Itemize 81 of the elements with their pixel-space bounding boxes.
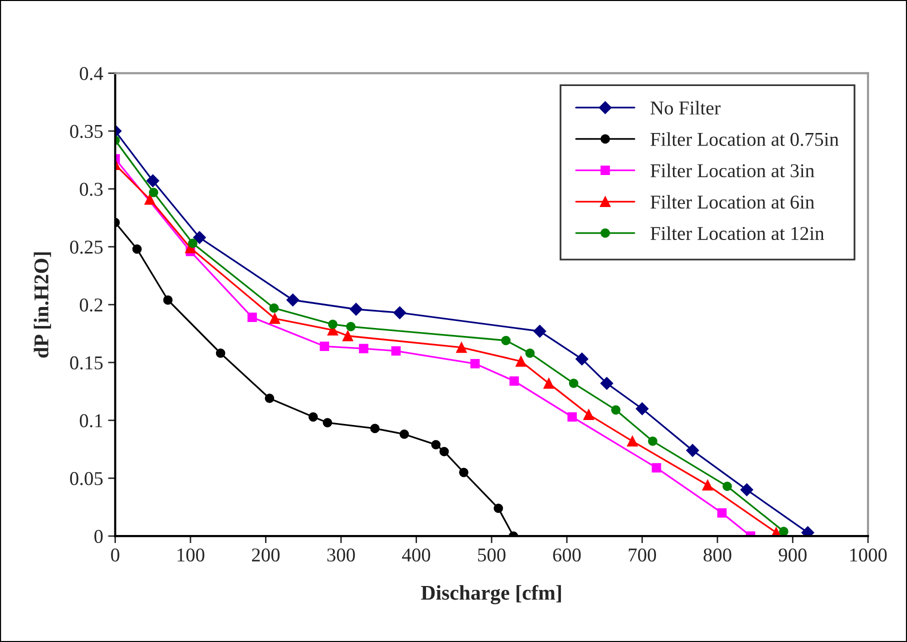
x-tick-label: 0 (111, 548, 120, 562)
point (722, 482, 732, 491)
point (652, 463, 662, 472)
x-tick-label: 800 (704, 548, 732, 562)
y-tick-label: 0.4 (80, 67, 104, 80)
x-tick-label: 900 (778, 548, 807, 562)
point (391, 346, 401, 356)
point (146, 174, 160, 188)
y-axis-title: dP [in.H2O] (34, 252, 52, 358)
point (431, 440, 441, 450)
point (779, 526, 788, 536)
point (286, 294, 300, 306)
point (248, 312, 257, 322)
point (801, 526, 814, 536)
x-tick-label: 200 (252, 548, 280, 562)
point (400, 430, 409, 439)
y-tick-label: 0.15 (70, 356, 103, 370)
point (567, 412, 577, 422)
point (543, 378, 554, 389)
point (269, 313, 280, 324)
legend-label: Filter Location at 6in (650, 194, 814, 209)
legend-label: Filter Location at 3in (650, 164, 814, 178)
x-tick-label: 400 (402, 548, 430, 562)
point (439, 446, 449, 456)
point (717, 508, 727, 518)
legend-label: Filter Location at 0.75in (650, 132, 839, 146)
point (568, 378, 578, 388)
x-tick-label: 300 (327, 548, 355, 562)
point (600, 376, 614, 390)
point (702, 480, 714, 491)
point (516, 356, 526, 367)
point (216, 348, 226, 358)
y-tick-label: 0.05 (70, 472, 103, 486)
point (626, 436, 638, 447)
x-tick-label: 700 (628, 548, 656, 562)
point (188, 238, 198, 248)
point (494, 504, 504, 513)
point (269, 303, 279, 313)
point (525, 348, 535, 358)
point (501, 336, 511, 346)
point (456, 342, 467, 353)
x-tick-label: 600 (553, 548, 581, 562)
y-tick-label: 0 (94, 530, 103, 544)
point (533, 324, 546, 338)
y-tick-label: 0.2 (80, 298, 102, 312)
point (470, 358, 480, 368)
x-axis-title: Discharge [cfm] (421, 584, 561, 604)
point (322, 418, 332, 428)
point (740, 483, 754, 496)
point (648, 436, 658, 446)
point (148, 188, 158, 198)
point (583, 409, 594, 420)
point (611, 405, 620, 415)
point (342, 330, 354, 342)
point (264, 394, 274, 404)
point (320, 342, 330, 351)
point (509, 376, 519, 386)
x-tick-label: 1000 (850, 548, 887, 562)
point (358, 344, 368, 354)
x-tick-label: 100 (178, 548, 204, 562)
y-tick-label: 0.3 (80, 182, 103, 196)
point (350, 302, 362, 316)
y-tick-label: 0.35 (70, 124, 103, 138)
x-tick-label: 500 (478, 548, 506, 562)
point (144, 194, 156, 205)
point (163, 295, 173, 305)
legend-label: No Filter (650, 100, 721, 115)
point (346, 322, 356, 332)
point (393, 306, 406, 320)
point (459, 468, 468, 478)
y-tick-label: 0.1 (80, 414, 102, 428)
point (370, 424, 380, 434)
point (308, 412, 318, 422)
y-tick-label: 0.25 (70, 240, 103, 254)
legend-label: Filter Location at 12in (650, 226, 824, 240)
point (686, 444, 700, 457)
point (328, 320, 338, 329)
point (132, 244, 142, 254)
point (193, 231, 206, 244)
point (636, 402, 649, 416)
point (576, 352, 588, 366)
